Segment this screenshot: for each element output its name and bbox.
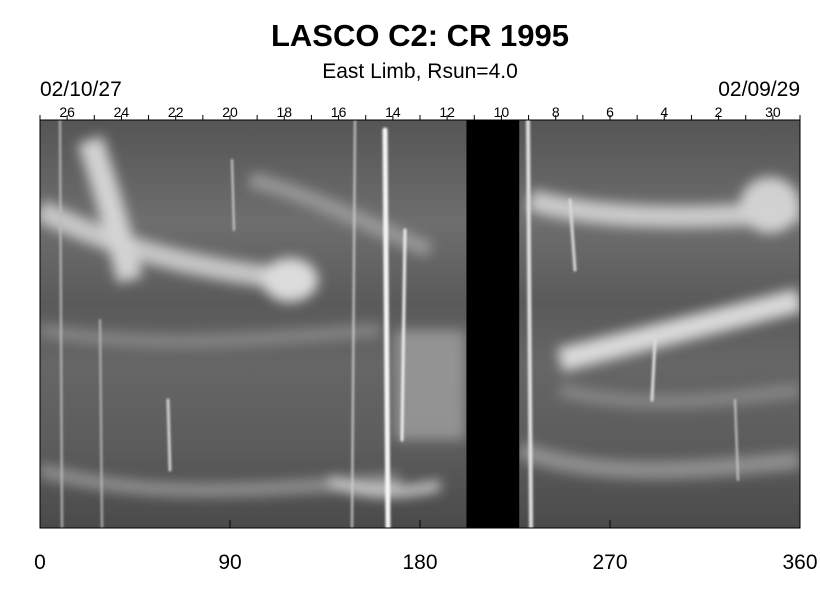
chart-title: LASCO C2: CR 1995 [270, 18, 570, 53]
top-day-label: 30 [765, 104, 781, 120]
top-day-label: 20 [222, 104, 238, 120]
top-day-label: 6 [606, 104, 614, 120]
chart-subtitle: East Limb, Rsun=4.0 [322, 60, 518, 83]
x-tick-label: 360 [782, 551, 817, 574]
top-day-label: 4 [660, 104, 668, 120]
top-day-label: 18 [276, 104, 292, 120]
x-tick-label: 270 [592, 551, 627, 574]
top-day-label: 14 [385, 104, 401, 120]
x-tick-label: 180 [402, 551, 437, 574]
data-gap-band [466, 120, 520, 528]
start-date-label: 02/10/27 [40, 78, 122, 101]
top-day-label: 24 [114, 104, 130, 120]
top-day-label: 2 [715, 104, 723, 120]
plot-image [40, 120, 800, 528]
top-day-label: 12 [439, 104, 455, 120]
top-day-label: 10 [494, 104, 510, 120]
top-day-label: 26 [59, 104, 75, 120]
bottom-axis: 0 90 180 270 360 [34, 520, 818, 574]
top-day-label: 22 [168, 104, 184, 120]
x-tick-label: 90 [218, 551, 241, 574]
top-day-label: 8 [552, 104, 560, 120]
end-date-label: 02/09/29 [718, 78, 800, 101]
x-tick-label: 0 [34, 551, 46, 574]
top-day-label: 16 [331, 104, 347, 120]
top-axis: 26 24 22 20 18 16 14 12 10 8 6 4 2 30 [39, 104, 801, 120]
